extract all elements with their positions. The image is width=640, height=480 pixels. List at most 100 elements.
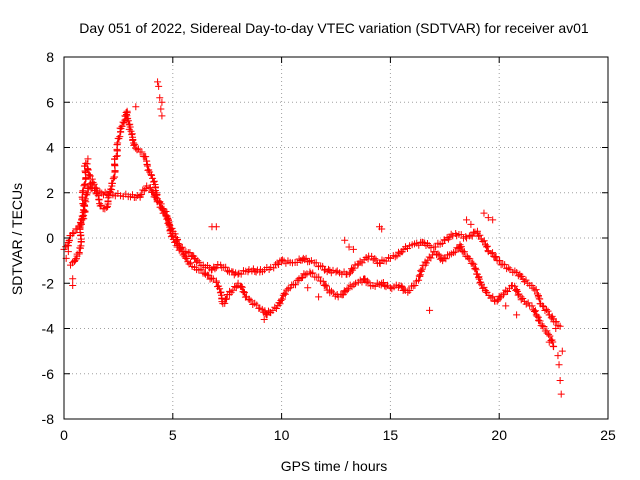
data-point [480,209,488,217]
data-point [340,287,348,295]
data-point [476,279,484,287]
data-point [186,259,194,267]
data-point [158,205,166,213]
data-point [501,261,509,269]
chart-title: Day 051 of 2022, Sidereal Day-to-day VTE… [79,20,589,36]
data-point [116,133,124,141]
data-point [522,276,530,284]
data-point [489,249,497,257]
data-point [432,243,440,251]
data-point [270,264,278,272]
data-point [532,286,540,294]
data-point [427,254,435,262]
data-point [134,145,142,153]
data-point [376,260,384,268]
data-point [319,277,327,285]
data-point [221,299,229,307]
data-point [426,306,434,314]
y-tick-label: -4 [42,321,55,337]
data-point [154,78,162,86]
data-point [512,286,520,294]
data-point [415,276,423,284]
data-point [272,304,280,312]
data-point [513,268,521,276]
data-point [489,216,497,224]
x-tick-label: 20 [491,427,507,443]
data-point [406,242,414,250]
data-point [212,223,220,231]
y-tick-label: 0 [46,230,54,246]
data-point [188,263,196,271]
data-point [222,263,230,271]
data-point [292,281,300,289]
data-point [489,293,497,301]
data-point [208,274,216,282]
data-point [536,317,544,325]
data-point [543,306,551,314]
data-point [98,189,106,197]
data-point [96,202,104,210]
data-point [538,322,546,330]
data-point [172,238,180,246]
data-point [545,330,553,338]
data-point [411,282,419,290]
data-point [78,212,86,220]
data-point [155,199,163,207]
data-point [534,316,542,324]
data-point [155,82,163,90]
data-point [381,282,389,290]
data-point [496,294,504,302]
data-point [545,338,553,346]
data-point [533,290,541,298]
data-point [556,377,564,385]
data-point [158,98,166,106]
data-point [114,139,122,147]
data-point [149,188,157,196]
data-point [149,174,157,182]
data-point [544,307,552,315]
data-point [245,296,253,304]
data-point [312,259,320,267]
data-point [63,241,71,249]
data-point [205,271,213,279]
data-point [378,225,386,233]
data-point [417,267,425,275]
data-point [445,251,453,259]
data-point [212,278,220,286]
x-axis-label: GPS time / hours [281,458,388,474]
data-point [438,239,446,247]
data-point [168,232,176,240]
data-point [180,250,188,258]
data-point [469,259,477,267]
data-point [484,247,492,255]
data-point [214,260,222,268]
data-point [137,190,145,198]
data-point [379,279,387,287]
data-point [517,296,525,304]
data-point [108,179,116,187]
data-point [466,255,474,263]
data-point [546,332,554,340]
data-point [534,291,542,299]
data-point [85,171,93,179]
data-point [194,257,202,265]
data-point [142,185,150,193]
data-point [265,266,273,274]
data-point [195,258,203,266]
data-point [415,272,423,280]
data-point [528,302,536,310]
data-point [341,236,349,244]
data-point [275,260,283,268]
data-point [418,265,426,273]
data-point [277,297,285,305]
data-point [540,322,548,330]
y-tick-label: -2 [42,275,55,291]
data-point [304,284,312,292]
data-point [319,262,327,270]
data-point [162,211,170,219]
data-point [77,219,85,227]
data-point [440,254,448,262]
data-point [552,318,560,326]
data-point [434,250,442,258]
